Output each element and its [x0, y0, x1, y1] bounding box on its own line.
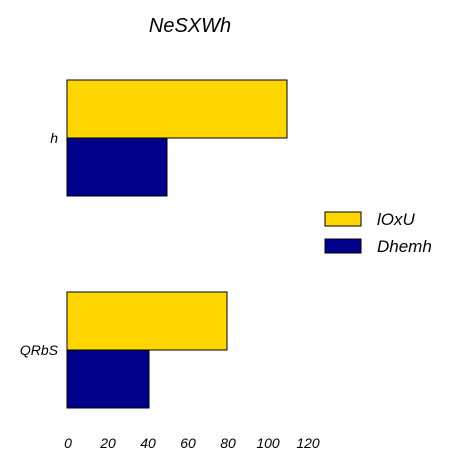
category-label: h	[50, 130, 58, 146]
legend: lOxU Dhemh	[324, 210, 432, 256]
x-tick-label: 80	[220, 435, 236, 451]
x-tick-label: 20	[99, 435, 116, 451]
legend-swatch	[324, 211, 362, 227]
chart-title: NeSXWh	[149, 15, 231, 37]
x-tick-labels: 0 20 40 60 80 100 120	[64, 435, 320, 451]
bar-lOxU-h	[66, 79, 288, 139]
bar-Dhemh-QRbS	[66, 349, 150, 409]
bar-lOxU-QRbS	[66, 291, 228, 351]
x-tick-label: 100	[256, 435, 280, 451]
x-tick-label: 0	[64, 435, 72, 451]
bar-Dhemh-h	[66, 137, 168, 197]
bars-group	[66, 79, 288, 409]
legend-label: Dhemh	[377, 237, 432, 256]
legend-label: lOxU	[377, 210, 416, 229]
category-labels: h QRbS	[20, 130, 59, 358]
legend-swatch	[324, 238, 362, 254]
x-tick-label: 60	[180, 435, 196, 451]
x-tick-label: 120	[296, 435, 320, 451]
category-label: QRbS	[20, 342, 59, 358]
x-tick-label: 40	[140, 435, 156, 451]
